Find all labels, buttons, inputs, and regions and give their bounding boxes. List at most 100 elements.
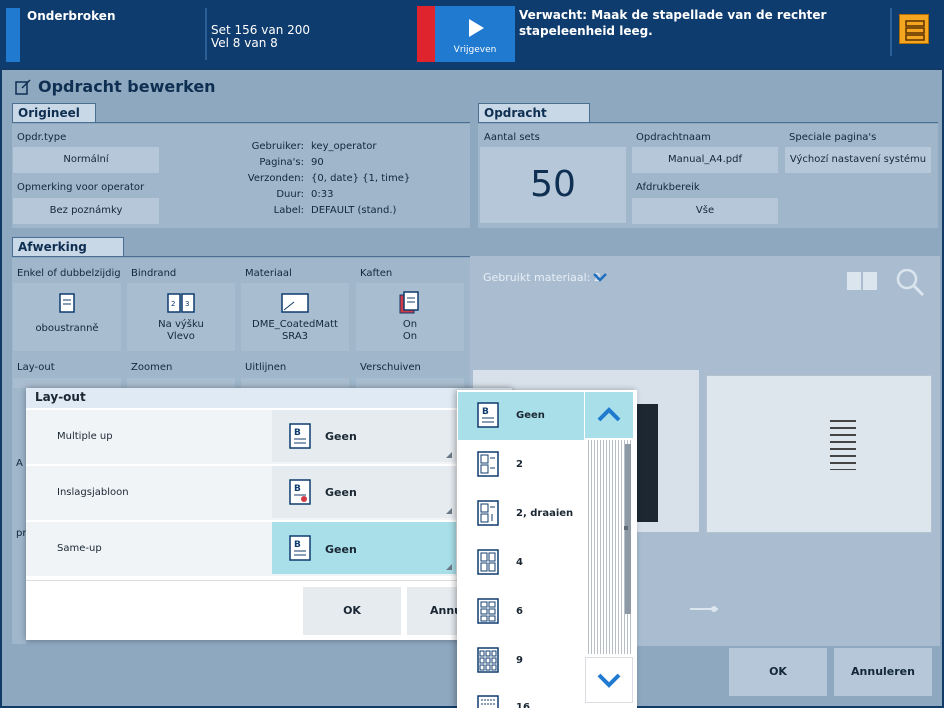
svg-text:B: B [294, 540, 301, 550]
option-9-label: 9 [516, 655, 523, 666]
svg-text:3: 3 [185, 300, 189, 308]
covers-value1: On [402, 319, 418, 330]
topbar-divider [205, 8, 207, 60]
stacker-button[interactable] [890, 8, 934, 56]
material-tile[interactable]: DME_CoatedMatt SRA3 [241, 283, 349, 351]
special-pages-label: Speciale pagina's [789, 132, 877, 143]
duplex-value: oboustranně [35, 323, 99, 334]
binding-edge-value1: Na výšku [158, 319, 204, 330]
imposition-page-icon: B [289, 479, 311, 505]
chevron-down-icon[interactable] [592, 271, 608, 283]
layout-tile[interactable] [13, 378, 121, 388]
release-button-label: Vrijgeven [453, 45, 497, 55]
scrollbar-thumb[interactable] [625, 444, 631, 614]
release-button[interactable]: Vrijgeven [435, 6, 515, 62]
tab-origineel[interactable]: Origineel [12, 103, 96, 123]
covers-icon [399, 291, 419, 314]
job-name-label: Opdrachtnaam [636, 132, 711, 143]
print-range-label: Afdrukbereik [636, 182, 700, 193]
zoom-icon[interactable] [894, 266, 926, 298]
scroll-up-button[interactable] [585, 392, 633, 438]
book-view-icon[interactable] [846, 270, 878, 292]
material-value2: SRA3 [281, 331, 309, 342]
multiple-up-select[interactable]: B Geen [272, 410, 456, 462]
svg-text:B: B [294, 428, 301, 438]
cancel-button[interactable]: Annuleren [834, 648, 932, 696]
special-pages-field[interactable]: Výchozí nastavení systému [785, 147, 931, 173]
stacker-glyph [905, 20, 925, 41]
imposition-label: Inslagsjabloon [57, 487, 129, 498]
shift-label: Verschuiven [360, 362, 421, 373]
play-icon [469, 19, 484, 37]
dialog-cancel-button[interactable]: Annu [407, 587, 459, 635]
svg-text:B: B [482, 407, 489, 417]
material-label: Materiaal [245, 268, 292, 279]
info-key-label: Label: [273, 205, 304, 216]
info-value-pages: 90 [311, 157, 324, 168]
tab-afwerking[interactable]: Afwerking [12, 237, 124, 257]
imposition-value: Geen [325, 486, 357, 499]
scroll-grip [624, 526, 628, 530]
print-range-field[interactable]: Vše [632, 198, 778, 224]
covers-label: Kaften [360, 268, 393, 279]
info-key-duration: Duur: [276, 189, 304, 200]
scroll-track[interactable] [586, 440, 632, 654]
align-label: Uitlijnen [245, 362, 287, 373]
layout-label: Lay-out [17, 362, 55, 373]
same-up-page-icon: B [289, 535, 311, 561]
material-icon [281, 293, 309, 313]
operator-note-field[interactable]: Bez poznámky [13, 198, 159, 224]
duplex-tile[interactable]: oboustranně [13, 283, 121, 351]
same-up-label: Same-up [57, 543, 102, 554]
opdracht-tab-line [478, 122, 938, 123]
info-key-pages: Pagina's: [259, 157, 304, 168]
scroll-down-button[interactable] [585, 657, 633, 703]
side-fragment-a: A [16, 458, 23, 469]
preview-scroll-handle-icon[interactable] [688, 604, 720, 614]
option-none[interactable]: B Geen [458, 392, 584, 440]
duplex-icon [59, 293, 75, 313]
duplex-label: Enkel of dubbelzijdig [17, 268, 121, 279]
zoom-label: Zoomen [131, 362, 173, 373]
preview-page-content [830, 420, 856, 470]
dialog-divider [26, 580, 512, 581]
printer-status: Onderbroken [27, 9, 116, 23]
dialog-ok-button[interactable]: OK [303, 587, 401, 635]
job-name-field[interactable]: Manual_A4.pdf [632, 147, 778, 173]
origineel-tab-line [12, 122, 470, 123]
sheet-progress: Vel 8 van 8 [211, 36, 278, 50]
sets-value[interactable]: 50 [480, 147, 626, 223]
ok-button[interactable]: OK [729, 648, 827, 696]
align-tile[interactable] [241, 378, 349, 388]
afwerking-lower-left [12, 388, 26, 644]
covers-tile[interactable]: On On [356, 283, 464, 351]
tab-opdracht[interactable]: Opdracht [478, 103, 590, 123]
option-6[interactable]: 6 [458, 588, 584, 636]
option-6-icon [477, 598, 499, 624]
info-key-sent: Verzonden: [247, 173, 304, 184]
stacker-icon[interactable] [899, 14, 929, 44]
option-none-label: Geen [516, 410, 545, 421]
dropdown-corner-icon [446, 564, 452, 570]
same-up-select[interactable]: B Geen [272, 522, 456, 574]
option-4-label: 4 [516, 557, 523, 568]
option-16[interactable]: 16 [458, 686, 584, 708]
option-9[interactable]: 9 [458, 637, 584, 685]
preview-sheet-right [706, 375, 932, 533]
imposition-select[interactable]: B Geen [272, 466, 456, 518]
option-2-rotate[interactable]: 2, draaien [458, 490, 584, 538]
waiting-message: Verwacht: Maak de stapellade van de rech… [519, 8, 827, 38]
chevron-up-icon [597, 407, 621, 422]
job-type-field[interactable]: Normální [13, 147, 159, 173]
material-value1: DME_CoatedMatt [252, 319, 338, 330]
shift-tile[interactable] [356, 378, 464, 388]
option-4[interactable]: 4 [458, 539, 584, 587]
zoom-tile[interactable] [127, 378, 235, 388]
svg-text:B: B [294, 484, 301, 494]
info-value-sent: {0, date} {1, time} [311, 173, 411, 184]
binding-edge-label: Bindrand [131, 268, 177, 279]
svg-text:2: 2 [171, 300, 175, 308]
side-fragment-pr: pr [16, 528, 27, 539]
option-2[interactable]: 2 [458, 441, 584, 489]
